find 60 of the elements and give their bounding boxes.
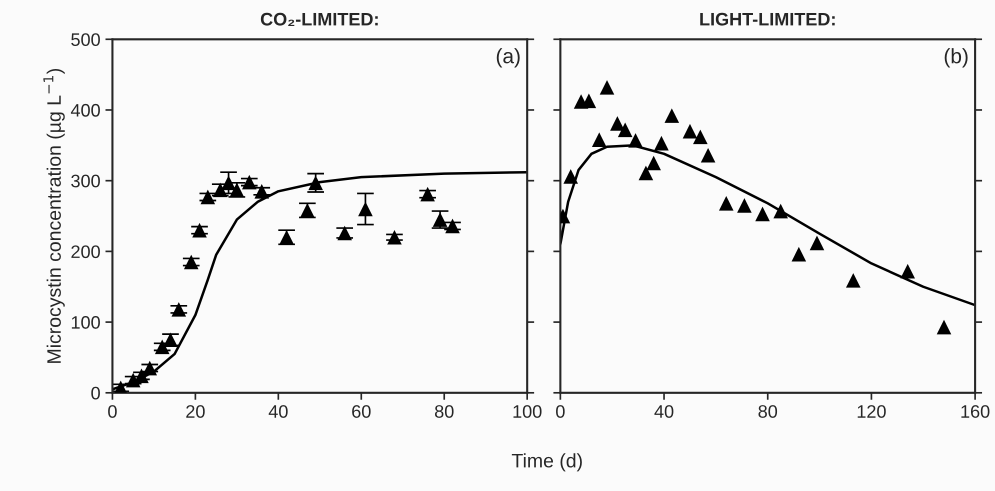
x-tick-label: 120	[858, 405, 886, 418]
point	[387, 230, 402, 245]
point	[773, 204, 788, 218]
y-tick-label: 200	[71, 245, 100, 258]
annotation: (a)	[496, 48, 520, 68]
point	[126, 372, 140, 388]
x-tick-label: 40	[654, 405, 674, 418]
point	[420, 186, 435, 202]
point	[142, 360, 158, 376]
point	[154, 340, 170, 354]
x-axis-title: Time (d)	[512, 453, 582, 472]
point	[172, 302, 186, 317]
point	[638, 166, 654, 180]
point	[242, 174, 257, 190]
point	[700, 148, 716, 163]
point	[646, 156, 661, 170]
point	[600, 80, 614, 95]
x-tick-label: 0	[108, 405, 117, 418]
point	[654, 136, 669, 150]
point	[563, 169, 578, 184]
x-tick-label: 160	[961, 405, 990, 418]
point	[618, 122, 632, 138]
point	[592, 132, 607, 147]
x-tick-label: 0	[556, 405, 565, 418]
point	[221, 176, 236, 190]
y-tick-label: 500	[71, 33, 100, 46]
point	[718, 196, 734, 211]
y-axis-title: Microcystin concentration (µg L$^{−1}$)	[43, 68, 65, 363]
point	[200, 190, 216, 204]
x-tick-label: 40	[268, 405, 288, 418]
point	[628, 133, 643, 148]
point	[810, 236, 824, 250]
point	[792, 246, 806, 262]
point	[936, 320, 952, 334]
y-tick-label: 300	[71, 174, 100, 188]
point	[192, 222, 207, 238]
point	[682, 124, 698, 138]
x-tick-label: 80	[434, 405, 454, 418]
point	[693, 130, 708, 144]
point	[737, 198, 752, 213]
x-tick-label: 80	[758, 405, 778, 418]
y-tick-label: 0	[91, 386, 100, 400]
chart-title: CO₂-LIMITED:	[260, 12, 378, 26]
point	[358, 202, 373, 216]
y-tick-label: 400	[70, 104, 100, 117]
point	[900, 264, 915, 278]
point	[184, 254, 199, 270]
point	[308, 176, 323, 190]
point	[610, 116, 625, 131]
point	[445, 218, 460, 234]
point	[664, 108, 680, 123]
y-tick-label: 100	[72, 316, 100, 329]
x-tick-label: 60	[352, 405, 371, 418]
chart-title: LIGHT-LIMITED:	[700, 12, 835, 26]
point	[846, 273, 861, 288]
x-tick-label: 100	[513, 405, 542, 418]
point	[755, 206, 770, 222]
annotation: (b)	[944, 48, 968, 68]
x-tick-label: 20	[186, 405, 205, 418]
point	[254, 184, 270, 199]
